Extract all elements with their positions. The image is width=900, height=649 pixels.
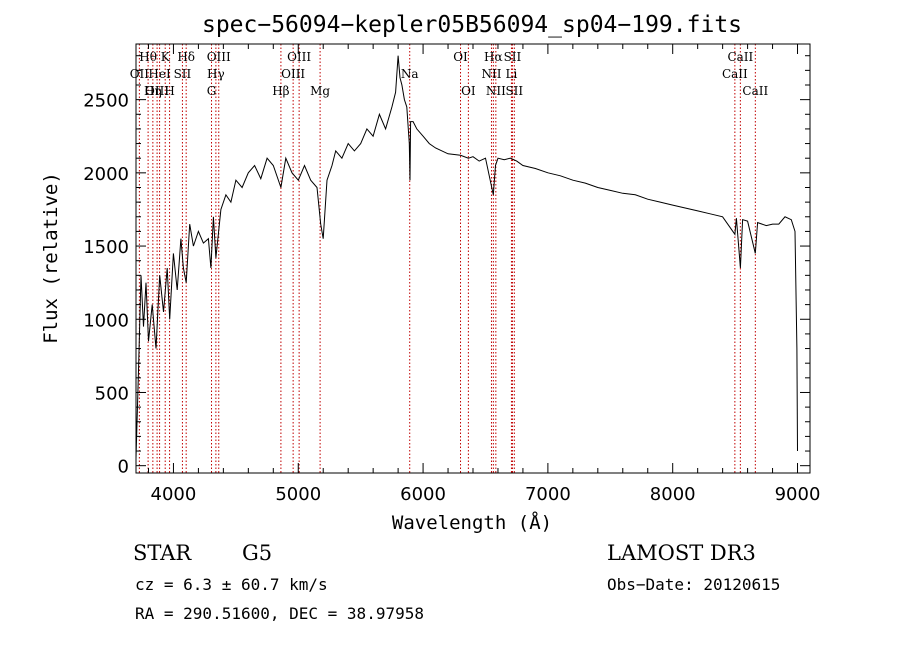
spectral-line-label: OI <box>461 84 476 98</box>
x-axis-label: Wavelength (Å) <box>392 511 552 534</box>
object-subclass: G5 <box>242 541 272 565</box>
spectral-line-label: OIII <box>145 84 169 98</box>
spectral-line-label: NII <box>481 67 501 81</box>
survey-name: LAMOST DR3 <box>607 541 756 565</box>
spectral-line-label: H <box>164 84 174 98</box>
spectral-line-label: NII <box>486 84 506 98</box>
spectral-line-label: OI <box>453 50 468 64</box>
y-tick-label: 0 <box>118 457 129 478</box>
spectral-line-label: SII <box>505 84 523 98</box>
x-axis: 4000 5000 6000 7000 8000 9000 <box>147 44 821 505</box>
spectral-line-label: OII <box>130 67 150 81</box>
x-tick-label: 7000 <box>525 484 571 505</box>
spectral-line-label: Hγ <box>207 67 225 81</box>
spectral-line-label: SII <box>174 67 192 81</box>
spectral-line-label: Hα <box>484 50 503 64</box>
spectral-line-label: SII <box>504 50 522 64</box>
spectral-line-label: CaII <box>727 50 753 64</box>
spectral-line-label: OIII <box>281 67 305 81</box>
spectral-line-markers <box>138 44 756 473</box>
redshift-value: cz = 6.3 ± 60.7 km/s <box>135 575 328 594</box>
observation-date: Obs−Date: 20120615 <box>607 575 780 594</box>
spectral-line-label: K <box>161 50 171 64</box>
plot-frame <box>135 43 811 474</box>
x-tick-label: 9000 <box>775 484 821 505</box>
spectral-line-label: OIII <box>287 50 311 64</box>
x-tick-label: 4000 <box>151 484 197 505</box>
y-axis-label: Flux (relative) <box>40 172 62 344</box>
flux-series <box>135 55 798 459</box>
object-class: STAR <box>133 541 192 565</box>
coordinates: RA = 290.51600, DEC = 38.97958 <box>135 604 424 623</box>
y-tick-label: 1500 <box>83 237 129 258</box>
spectral-line-label: Hδ <box>177 50 195 64</box>
spectral-line-label: Hβ <box>272 84 289 98</box>
spectral-line-label: Li <box>506 67 518 81</box>
chart-title: spec−56094−kepler05B56094_sp04−199.fits <box>202 12 742 38</box>
spectral-line-label: CaII <box>722 67 748 81</box>
y-tick-label: 1000 <box>83 310 129 331</box>
y-axis: 0 500 1000 1500 2000 2500 <box>83 55 810 478</box>
y-tick-label: 2000 <box>83 164 129 185</box>
spectral-line-label: G <box>207 84 217 98</box>
spectral-line-label: HeI <box>148 67 171 81</box>
y-tick-label: 2500 <box>83 91 129 112</box>
flux-line <box>135 55 798 459</box>
spectral-line-label: CaII <box>742 84 768 98</box>
spectral-line-label: OIII <box>207 50 231 64</box>
spectral-line-label: Hθ <box>139 50 157 64</box>
x-tick-label: 5000 <box>275 484 321 505</box>
x-tick-label: 6000 <box>400 484 446 505</box>
spectral-line-label: Mg <box>310 84 330 98</box>
spectral-line-label: Na <box>401 67 419 81</box>
y-tick-label: 500 <box>95 383 129 404</box>
spectral-line-label: Hη <box>144 84 162 98</box>
x-tick-label: 8000 <box>650 484 696 505</box>
